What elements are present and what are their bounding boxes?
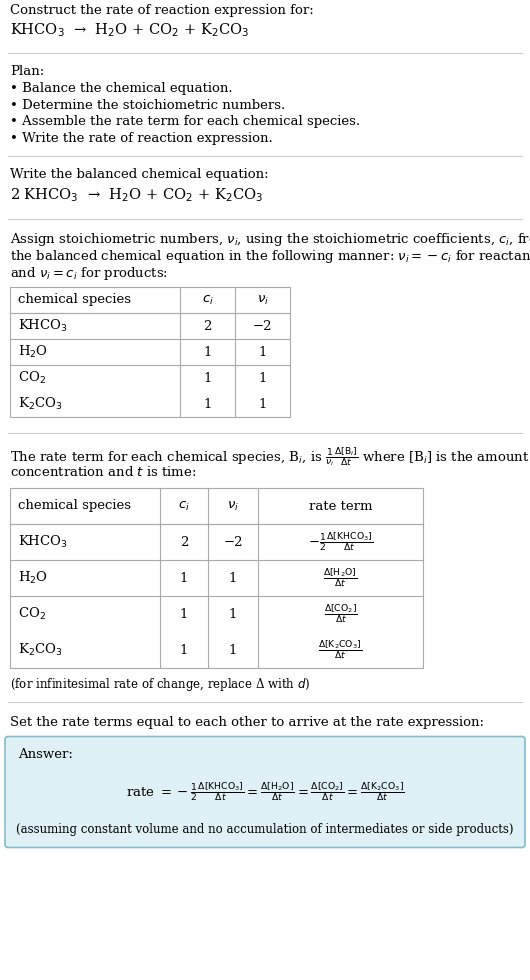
- Text: K$_2$CO$_3$: K$_2$CO$_3$: [18, 396, 63, 412]
- Text: Plan:: Plan:: [10, 65, 44, 78]
- Text: • Write the rate of reaction expression.: • Write the rate of reaction expression.: [10, 132, 273, 145]
- Text: Answer:: Answer:: [18, 748, 73, 760]
- Text: 2: 2: [204, 319, 211, 332]
- Text: concentration and $t$ is time:: concentration and $t$ is time:: [10, 465, 197, 478]
- Text: the balanced chemical equation in the following manner: $\nu_i = -c_i$ for react: the balanced chemical equation in the fo…: [10, 248, 530, 265]
- Text: $-\frac{1}{2}\frac{\Delta[\mathrm{KHCO_3}]}{\Delta t}$: $-\frac{1}{2}\frac{\Delta[\mathrm{KHCO_3…: [308, 530, 373, 554]
- Text: H$_2$O: H$_2$O: [18, 570, 48, 586]
- Text: 1: 1: [258, 346, 267, 359]
- Text: • Determine the stoichiometric numbers.: • Determine the stoichiometric numbers.: [10, 99, 285, 112]
- Text: KHCO$_3$  →  H$_2$O + CO$_2$ + K$_2$CO$_3$: KHCO$_3$ → H$_2$O + CO$_2$ + K$_2$CO$_3$: [10, 22, 249, 39]
- Text: $\frac{\Delta[\mathrm{CO_2}]}{\Delta t}$: $\frac{\Delta[\mathrm{CO_2}]}{\Delta t}$: [324, 603, 357, 625]
- Text: 1: 1: [180, 571, 188, 584]
- Text: $c_i$: $c_i$: [201, 293, 214, 307]
- Text: 1: 1: [204, 346, 211, 359]
- Text: • Balance the chemical equation.: • Balance the chemical equation.: [10, 82, 233, 95]
- Text: 1: 1: [229, 571, 237, 584]
- Text: 1: 1: [258, 371, 267, 384]
- Text: Assign stoichiometric numbers, $\nu_i$, using the stoichiometric coefficients, $: Assign stoichiometric numbers, $\nu_i$, …: [10, 231, 530, 249]
- Text: rate $= -\frac{1}{2}\frac{\Delta[\mathrm{KHCO_3}]}{\Delta t} = \frac{\Delta[\mat: rate $= -\frac{1}{2}\frac{\Delta[\mathrm…: [126, 780, 404, 803]
- Text: $\frac{\Delta[\mathrm{H_2O}]}{\Delta t}$: $\frac{\Delta[\mathrm{H_2O}]}{\Delta t}$: [323, 566, 358, 589]
- Text: (assuming constant volume and no accumulation of intermediates or side products): (assuming constant volume and no accumul…: [16, 823, 514, 836]
- Text: $\frac{\Delta[\mathrm{K_2CO_3}]}{\Delta t}$: $\frac{\Delta[\mathrm{K_2CO_3}]}{\Delta …: [319, 639, 363, 662]
- Text: CO$_2$: CO$_2$: [18, 370, 46, 386]
- Text: 1: 1: [258, 398, 267, 411]
- Text: $\nu_i$: $\nu_i$: [257, 293, 269, 307]
- Text: 2: 2: [180, 535, 188, 549]
- Text: chemical species: chemical species: [18, 500, 131, 513]
- Text: KHCO$_3$: KHCO$_3$: [18, 534, 68, 550]
- Text: KHCO$_3$: KHCO$_3$: [18, 318, 68, 334]
- Text: −2: −2: [223, 535, 243, 549]
- Text: 1: 1: [204, 371, 211, 384]
- Text: 1: 1: [180, 608, 188, 620]
- Text: −2: −2: [253, 319, 272, 332]
- Text: Construct the rate of reaction expression for:: Construct the rate of reaction expressio…: [10, 4, 314, 17]
- Text: chemical species: chemical species: [18, 293, 131, 307]
- Text: Write the balanced chemical equation:: Write the balanced chemical equation:: [10, 169, 269, 181]
- Text: H$_2$O: H$_2$O: [18, 344, 48, 360]
- Text: 1: 1: [229, 608, 237, 620]
- Text: Set the rate terms equal to each other to arrive at the rate expression:: Set the rate terms equal to each other t…: [10, 716, 484, 729]
- Text: CO$_2$: CO$_2$: [18, 606, 46, 622]
- Bar: [10, 287, 290, 417]
- Text: 2 KHCO$_3$  →  H$_2$O + CO$_2$ + K$_2$CO$_3$: 2 KHCO$_3$ → H$_2$O + CO$_2$ + K$_2$CO$_…: [10, 186, 263, 204]
- Text: K$_2$CO$_3$: K$_2$CO$_3$: [18, 642, 63, 658]
- Text: The rate term for each chemical species, B$_i$, is $\frac{1}{\nu_i}\frac{\Delta[: The rate term for each chemical species,…: [10, 445, 529, 468]
- Text: 1: 1: [180, 644, 188, 657]
- Bar: [10, 488, 423, 668]
- Text: and $\nu_i = c_i$ for products:: and $\nu_i = c_i$ for products:: [10, 265, 168, 281]
- Text: rate term: rate term: [309, 500, 372, 513]
- Text: 1: 1: [229, 644, 237, 657]
- Text: 1: 1: [204, 398, 211, 411]
- Text: $\nu_i$: $\nu_i$: [227, 500, 239, 513]
- FancyBboxPatch shape: [5, 737, 525, 848]
- Text: $c_i$: $c_i$: [178, 500, 190, 513]
- Text: • Assemble the rate term for each chemical species.: • Assemble the rate term for each chemic…: [10, 116, 360, 128]
- Text: (for infinitesimal rate of change, replace Δ with $d$): (for infinitesimal rate of change, repla…: [10, 676, 311, 693]
